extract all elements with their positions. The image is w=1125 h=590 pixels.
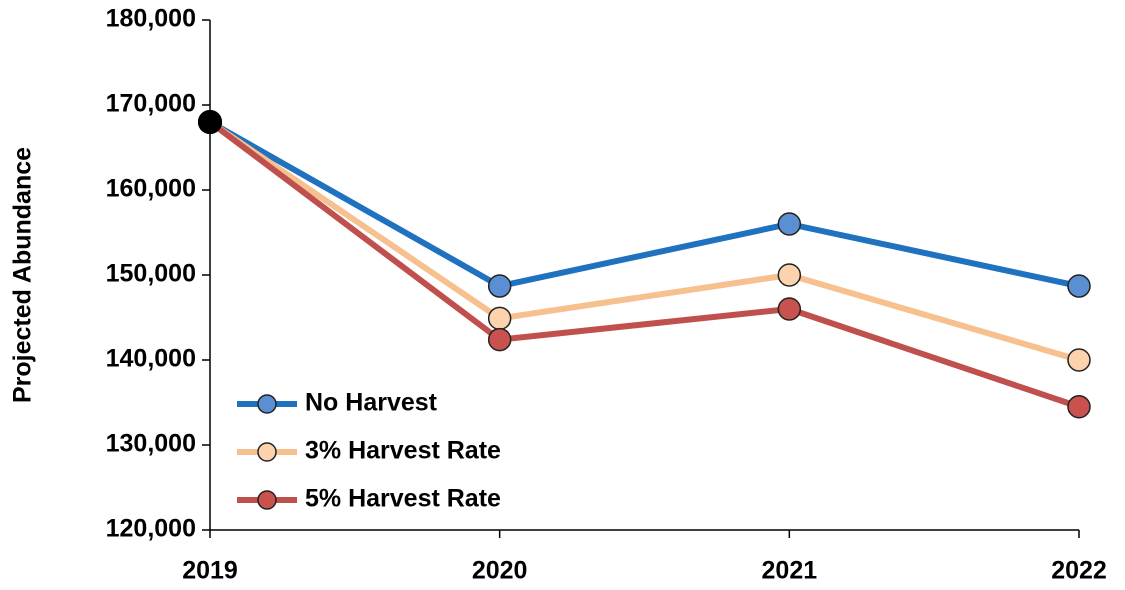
- x-tick-label: 2022: [1051, 557, 1107, 585]
- x-tick-label: 2019: [182, 557, 238, 585]
- x-tick-label: 2020: [472, 557, 528, 585]
- data-point: [1067, 348, 1091, 372]
- start-point: [198, 110, 222, 134]
- y-tick-label: 140,000: [106, 345, 196, 373]
- y-axis-label: Projected Abundance: [9, 147, 37, 403]
- legend-marker: [257, 490, 277, 510]
- legend-label: No Harvest: [305, 389, 438, 417]
- series-line: [208, 119, 1080, 363]
- legend-label: 3% Harvest Rate: [305, 437, 501, 465]
- data-point: [1067, 274, 1091, 298]
- data-point: [777, 297, 802, 321]
- legend-marker: [257, 442, 277, 462]
- legend-label: 5% Harvest Rate: [305, 485, 501, 513]
- data-point: [487, 274, 512, 298]
- data-point: [777, 263, 802, 287]
- legend-marker: [257, 394, 277, 414]
- data-point: [777, 212, 802, 236]
- data-point: [1067, 395, 1091, 419]
- series-line: [208, 119, 1080, 290]
- data-point: [487, 306, 512, 331]
- data-point: [487, 327, 512, 352]
- series-line: [208, 119, 1080, 410]
- x-tick-label: 2021: [762, 557, 818, 585]
- y-tick-label: 130,000: [106, 430, 196, 458]
- y-tick-label: 180,000: [106, 5, 196, 33]
- y-tick-label: 150,000: [106, 260, 196, 288]
- y-tick-label: 160,000: [106, 175, 196, 203]
- y-tick-label: 120,000: [106, 515, 196, 543]
- y-tick-label: 170,000: [106, 90, 196, 118]
